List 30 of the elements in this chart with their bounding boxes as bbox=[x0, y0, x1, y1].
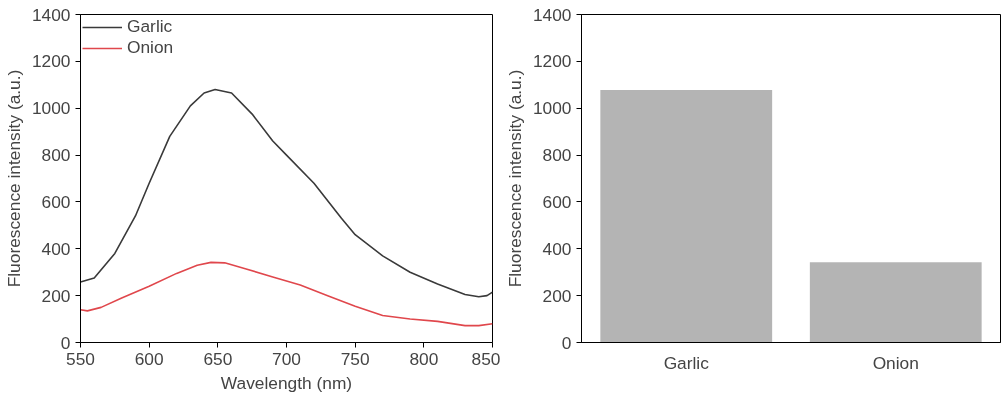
x-tick-label: Onion bbox=[872, 352, 919, 373]
line-series bbox=[80, 88, 493, 298]
y-tick-label: 1400 bbox=[532, 4, 572, 25]
y-tick-label: 600 bbox=[41, 191, 71, 212]
x-tick-label: 650 bbox=[203, 348, 233, 369]
y-tick-label: 800 bbox=[41, 145, 71, 166]
x-axis-title: Wavelength (nm) bbox=[220, 372, 353, 393]
y-tick-label: 800 bbox=[542, 145, 572, 166]
x-tick-label: 750 bbox=[340, 348, 370, 369]
y-tick-label: 200 bbox=[41, 285, 71, 306]
legend-label: Garlic bbox=[127, 16, 173, 37]
x-tick-label: Garlic bbox=[663, 352, 710, 373]
x-tick-label: 800 bbox=[409, 348, 439, 369]
y-tick-label: 1000 bbox=[31, 98, 71, 119]
y-tick-label: 400 bbox=[542, 238, 572, 259]
y-axis-title: Fluorescence intensity (a.u.) bbox=[504, 69, 525, 288]
y-tick-label: 200 bbox=[542, 285, 572, 306]
y-tick-label: 400 bbox=[41, 238, 71, 259]
y-tick-label: 1400 bbox=[31, 4, 71, 25]
y-tick-label: 1200 bbox=[532, 51, 572, 72]
y-tick-label: 1000 bbox=[532, 98, 572, 119]
x-tick-label: 700 bbox=[272, 348, 301, 369]
y-tick-label: 0 bbox=[561, 332, 572, 353]
legend-label: Onion bbox=[127, 37, 174, 58]
y-axis-title: Fluorescence intensity (a.u.) bbox=[3, 69, 24, 288]
x-tick-label: 850 bbox=[471, 348, 501, 369]
x-tick-label: 600 bbox=[134, 348, 164, 369]
y-tick-label: 600 bbox=[542, 191, 572, 212]
y-tick-label: 1200 bbox=[31, 51, 71, 72]
line-series bbox=[80, 261, 493, 327]
